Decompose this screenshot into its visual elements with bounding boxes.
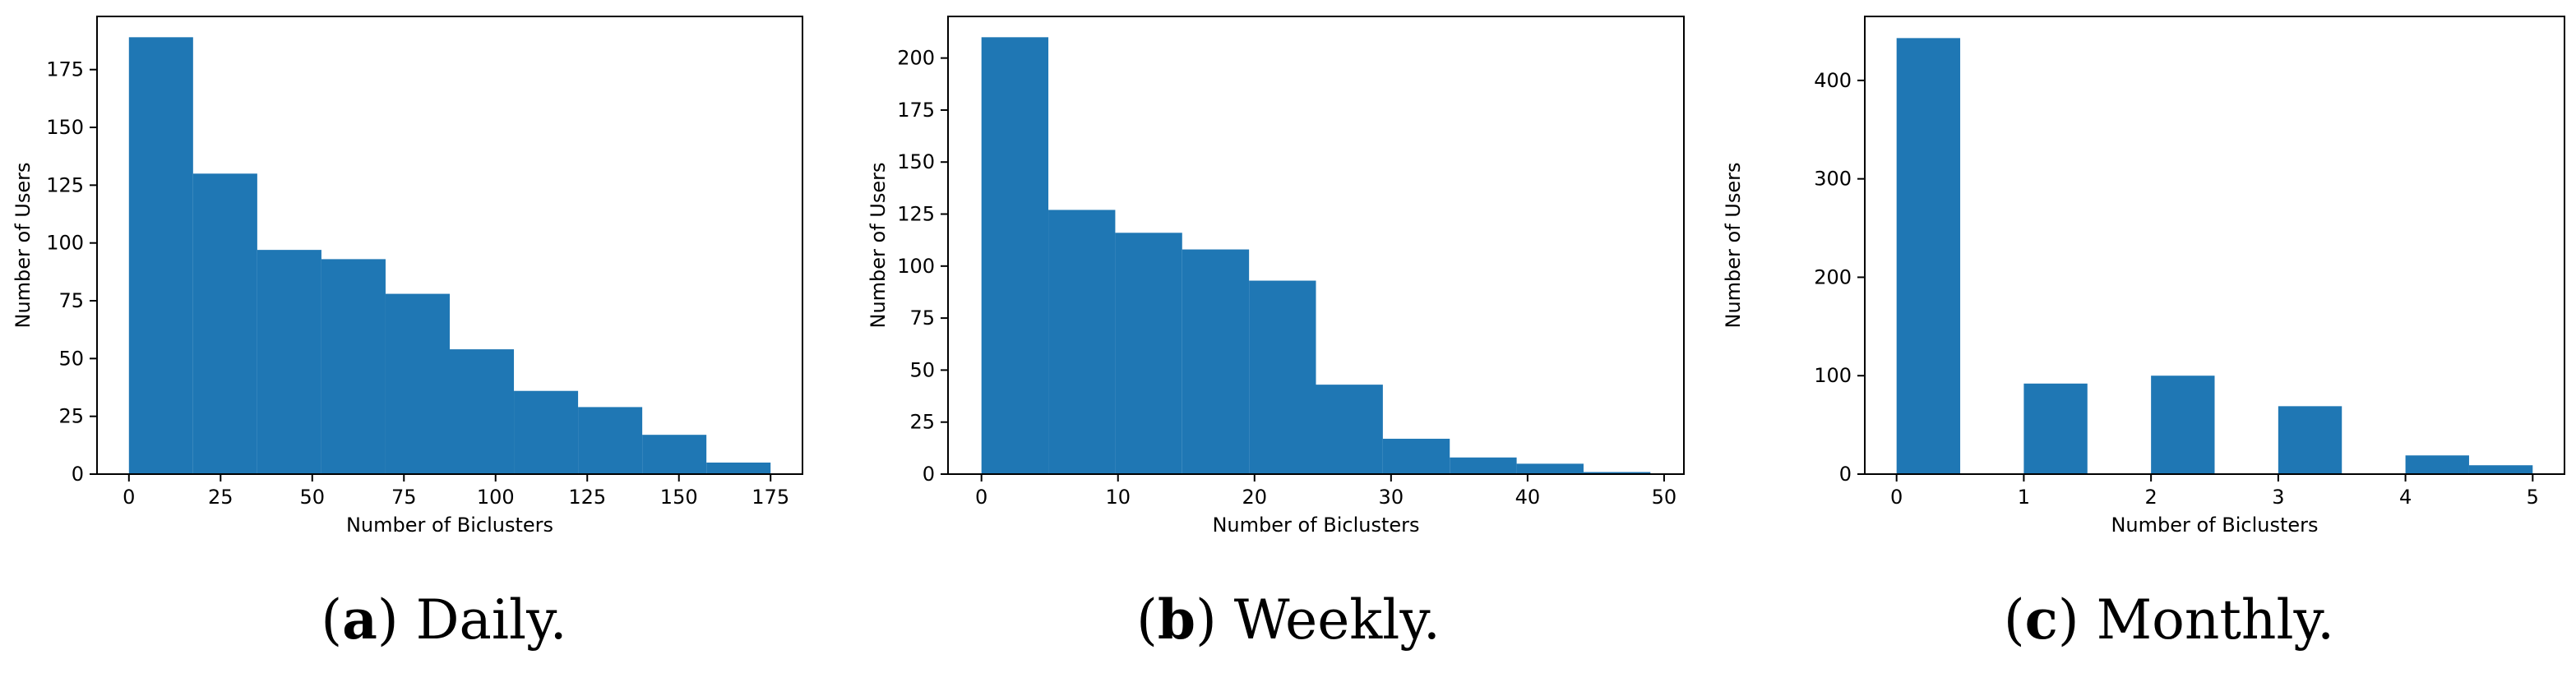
caption-text: Weekly. <box>1216 588 1441 652</box>
x-tick-label: 5 <box>2527 486 2539 509</box>
y-axis-label: Number of Users <box>12 162 35 328</box>
y-tick-label: 200 <box>1814 265 1852 288</box>
caption-daily: (a) Daily. <box>321 588 567 652</box>
y-tick-label: 100 <box>897 255 935 278</box>
plot-frame <box>947 16 1685 475</box>
histogram-bar <box>257 250 321 474</box>
y-tick-label: 175 <box>897 99 935 122</box>
histogram-bar <box>514 390 579 474</box>
y-tick-label: 25 <box>58 405 84 428</box>
histogram-bar <box>1450 457 1517 474</box>
y-tick-label: 125 <box>897 203 935 226</box>
x-tick-label: 0 <box>123 486 135 509</box>
x-tick-label: 10 <box>1105 486 1131 509</box>
histogram-bar <box>321 259 386 474</box>
caption-text: Daily. <box>398 588 567 652</box>
caption-letter: a <box>342 588 377 652</box>
histogram-bar <box>1048 210 1116 474</box>
histogram-bar <box>981 37 1049 475</box>
histogram-bar <box>2151 376 2215 474</box>
caption-monthly: (c) Monthly. <box>2003 588 2335 652</box>
y-tick-label: 50 <box>909 358 935 381</box>
y-tick-label: 75 <box>909 306 935 329</box>
plot-frame <box>96 16 803 475</box>
histogram-bar <box>2405 455 2469 474</box>
y-tick-label: 125 <box>46 173 84 196</box>
x-tick-label: 0 <box>975 486 987 509</box>
histogram-bar <box>2023 383 2088 474</box>
histogram-bar <box>642 435 707 474</box>
histogram-bar <box>1316 385 1383 474</box>
y-axis-label: Number of Users <box>1722 162 1745 328</box>
x-axis-label: Number of Biclusters <box>2111 514 2318 537</box>
x-tick-label: 100 <box>477 486 515 509</box>
histogram-monthly: 0 1 2 3 4 5 0 100 200 300 400 Number of Biclusters N… <box>1722 16 2565 537</box>
x-tick-label: 0 <box>1890 486 1903 509</box>
y-tick-label: 0 <box>1839 463 1852 486</box>
x-tick-label: 20 <box>1242 486 1268 509</box>
x-tick-label: 2 <box>2144 486 2157 509</box>
histogram-bar <box>1182 249 1250 474</box>
y-tick-label: 25 <box>909 411 935 434</box>
x-tick-label: 175 <box>752 486 789 509</box>
y-tick-label: 0 <box>923 463 935 486</box>
caption-letter: c <box>2024 588 2058 652</box>
y-tick-label: 200 <box>897 47 935 70</box>
x-tick-label: 25 <box>208 486 234 509</box>
y-tick-label: 175 <box>46 58 84 81</box>
histogram-bar <box>192 173 257 475</box>
histogram-bar <box>450 349 515 474</box>
histogram-bar <box>1382 438 1450 474</box>
y-tick-label: 300 <box>1814 168 1852 191</box>
caption-letter: b <box>1157 588 1196 652</box>
histogram-bar <box>1115 233 1182 474</box>
histogram-bar <box>128 37 193 475</box>
histogram-bar <box>706 462 771 474</box>
x-tick-label: 50 <box>299 486 325 509</box>
x-axis-label: Number of Biclusters <box>346 514 553 537</box>
y-tick-label: 50 <box>58 347 84 370</box>
histogram-bar <box>385 293 450 474</box>
x-tick-label: 150 <box>660 486 698 509</box>
histogram-bar <box>1896 38 1961 475</box>
histogram-weekly: 0 10 20 30 40 50 0 25 50 75 100 125 150 175 200 Number … <box>867 16 1685 537</box>
y-tick-label: 150 <box>46 116 84 139</box>
histogram-bar <box>2278 406 2342 474</box>
x-tick-label: 125 <box>568 486 606 509</box>
caption-weekly: (b) Weekly. <box>1136 588 1441 652</box>
plot-frame <box>1864 16 2565 475</box>
x-tick-label: 75 <box>391 486 417 509</box>
y-axis-label: Number of Users <box>867 162 890 328</box>
x-tick-label: 4 <box>2399 486 2412 509</box>
y-tick-label: 400 <box>1814 69 1852 92</box>
x-tick-label: 30 <box>1379 486 1404 509</box>
x-axis-label: Number of Biclusters <box>1212 514 1419 537</box>
y-tick-label: 0 <box>72 463 84 486</box>
histogram-bar <box>1249 280 1316 474</box>
x-tick-label: 40 <box>1515 486 1541 509</box>
x-tick-label: 1 <box>2018 486 2030 509</box>
histogram-bar <box>1583 472 1651 474</box>
y-tick-label: 100 <box>46 232 84 255</box>
histogram-bar <box>1516 463 1584 474</box>
y-tick-label: 75 <box>58 289 84 312</box>
x-tick-label: 50 <box>1652 486 1677 509</box>
histogram-bar <box>2468 465 2533 474</box>
y-tick-label: 150 <box>897 150 935 173</box>
histogram-bar <box>578 407 643 474</box>
histogram-daily: 0 25 50 75 100 125 150 175 0 25 50 75 100 125 150 175 Nu… <box>12 16 803 537</box>
y-tick-label: 100 <box>1814 364 1852 387</box>
caption-text: Monthly. <box>2079 588 2335 652</box>
x-tick-label: 3 <box>2272 486 2284 509</box>
